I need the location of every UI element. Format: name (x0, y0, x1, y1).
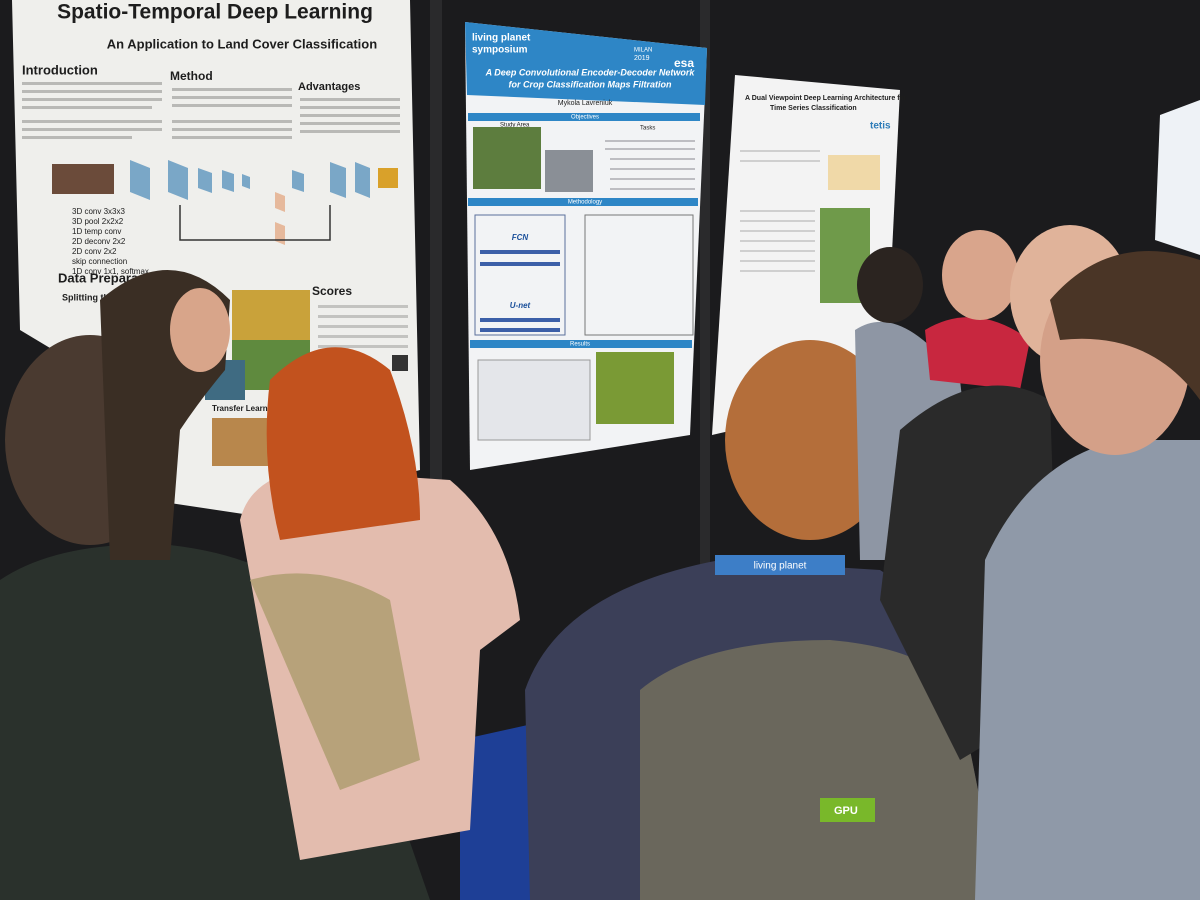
section-heading: Introduction (22, 62, 98, 77)
section-heading: Tasks (640, 126, 655, 132)
person-redhead-hair (266, 347, 420, 540)
body-text (605, 140, 695, 190)
section-heading: Methodology (568, 200, 602, 206)
person-face (942, 230, 1018, 320)
lanyard-text: living planet (754, 561, 807, 572)
section-subheading: Splitting the ADI (62, 292, 132, 302)
body-text (740, 150, 820, 272)
workflow-diagram (584, 214, 694, 336)
event-place: 2019 (634, 55, 650, 62)
person-hair (1050, 251, 1200, 400)
section-heading: Scores (312, 284, 352, 298)
panel-edge (700, 0, 710, 600)
logo: tetis (870, 121, 891, 132)
logo: esa (674, 56, 694, 70)
section-heading: Data Prepara (58, 270, 139, 285)
bar-figure (828, 155, 880, 190)
person-red-shirt (925, 317, 1030, 390)
qr-code (392, 355, 408, 371)
input-cube (52, 164, 114, 194)
person-hair (857, 247, 923, 323)
event-place: MILAN (634, 48, 652, 54)
results-map (596, 352, 674, 424)
study-area-map (473, 127, 541, 189)
section-heading: Transfer Learning (212, 404, 280, 413)
poster-title: Spatio-Temporal Deep Learning (57, 1, 373, 24)
bag-patch-text: GPU (834, 805, 858, 817)
event-name: living planet (472, 33, 531, 44)
lanyard (715, 555, 845, 575)
author: Mykola Lavreniuk (558, 100, 613, 107)
section-heading: Advantages (298, 81, 360, 93)
section-heading: Study Area (500, 123, 530, 129)
backpack (250, 573, 420, 790)
bag-patch (820, 798, 875, 822)
person-hair (725, 340, 895, 540)
results-table (477, 359, 591, 441)
poster-far-right (1155, 100, 1200, 255)
poster-header (465, 22, 707, 105)
section-heading: Results (570, 342, 590, 348)
network-label: U-net (510, 301, 531, 310)
network-label: FCN (512, 233, 529, 242)
section-bar (468, 113, 700, 121)
poster-subtitle: An Application to Land Cover Classificat… (107, 36, 377, 51)
poster-title: A Dual Viewpoint Deep Learning Architect… (745, 95, 907, 102)
network-diagram (130, 160, 370, 200)
legend-entry: 3D conv 3x3x3 (72, 207, 125, 216)
network-diagram (474, 214, 566, 336)
poster-title: for Crop Classification Maps Filtration (508, 79, 672, 89)
section-heading: Method (170, 69, 213, 83)
legend-entry: 2D deconv 2x2 (72, 237, 126, 246)
legend-entry: 2D conv 2x2 (72, 247, 117, 256)
europe-map (545, 150, 593, 192)
score-table (318, 305, 408, 348)
section-bar (470, 340, 692, 348)
poster-title: Time Series Classification (770, 105, 857, 112)
legend-entry: 1D temp conv (72, 227, 121, 236)
legend-entry: 1D conv 1x1, softmax (72, 267, 149, 276)
skip-connection (179, 205, 331, 241)
backpack-grey (640, 640, 1000, 900)
person-face (170, 288, 230, 372)
output-map (378, 168, 398, 188)
legend: 3D conv 3x3x3 3D pool 2x2x2 1D temp conv… (72, 207, 149, 276)
body-text (22, 82, 400, 139)
poster-title: A Deep Convolutional Encoder-Decoder Net… (485, 67, 696, 77)
network-layers (480, 250, 560, 332)
section-heading: Objectives (571, 115, 599, 121)
section-bar (468, 198, 698, 206)
event-name: symposium (472, 45, 528, 56)
legend-entry: skip connection (72, 257, 127, 266)
person-striped-shirt (975, 440, 1200, 900)
legend-entry: 3D pool 2x2x2 (72, 217, 124, 226)
